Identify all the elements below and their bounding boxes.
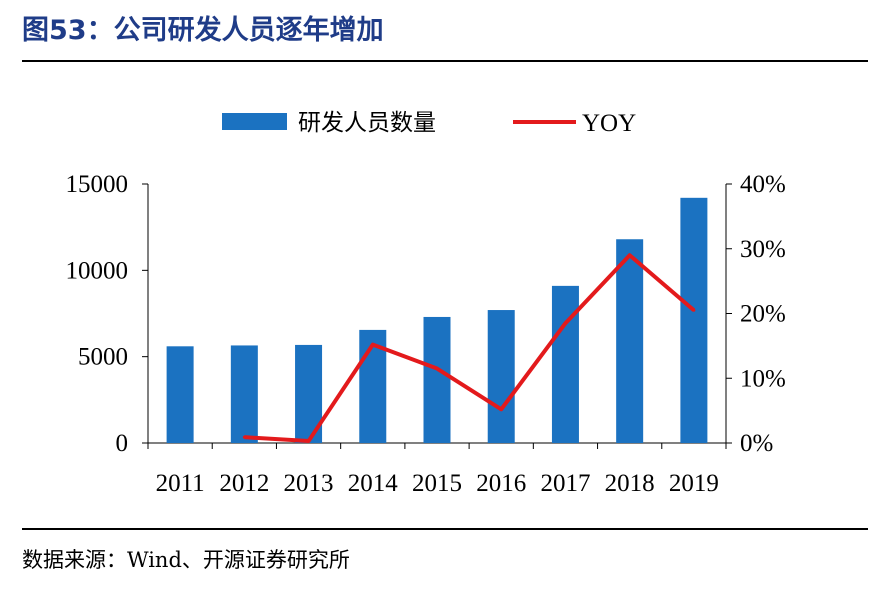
right-tick-label: 20%: [740, 301, 786, 328]
x-tick-label: 2014: [348, 470, 399, 497]
bar-2011: [166, 346, 194, 443]
legend-bar-label: 研发人员数量: [298, 110, 436, 136]
yoy-point-2013: [307, 439, 311, 443]
legend-line-label: YOY: [582, 110, 636, 137]
left-tick-label: 15000: [66, 171, 129, 198]
yoy-point-2017: [563, 321, 567, 325]
top-rule: [22, 60, 868, 62]
bar-2016: [487, 310, 515, 443]
bar-2019: [680, 197, 708, 443]
right-tick-label: 10%: [740, 365, 786, 392]
bar-2012: [230, 345, 258, 443]
yoy-point-2015: [435, 367, 439, 371]
yoy-point-2019: [692, 308, 696, 312]
x-tick-label: 2016: [476, 470, 526, 497]
legend-bar-swatch: [222, 113, 287, 130]
x-tick-label: 2017: [540, 470, 590, 497]
bar-2017: [551, 285, 579, 443]
left-tick-label: 5000: [78, 344, 128, 371]
bar-2015: [423, 316, 451, 443]
x-tick-label: 2015: [412, 470, 462, 497]
left-tick-label: 0: [116, 430, 129, 457]
source-note: 数据来源：Wind、开源证券研究所: [22, 548, 350, 572]
bar-2018: [616, 239, 644, 443]
right-tick-label: 30%: [740, 236, 786, 263]
x-tick-label: 2013: [284, 470, 334, 497]
yoy-line: [244, 253, 696, 444]
bottom-rule: [22, 528, 868, 530]
left-tick-label: 10000: [66, 257, 129, 284]
x-tick-label: 2018: [605, 470, 655, 497]
yoy-point-2018: [628, 253, 632, 257]
yoy-point-2014: [371, 343, 375, 347]
x-tick-label: 2011: [156, 470, 205, 497]
yoy-point-2016: [499, 407, 503, 411]
x-tick-label: 2019: [669, 470, 719, 497]
right-tick-label: 0%: [740, 430, 773, 457]
yoy-point-2012: [242, 435, 246, 439]
figure-title: 图53：公司研发人员逐年增加: [22, 15, 384, 46]
x-tick-label: 2012: [219, 470, 269, 497]
right-tick-label: 40%: [740, 171, 786, 198]
